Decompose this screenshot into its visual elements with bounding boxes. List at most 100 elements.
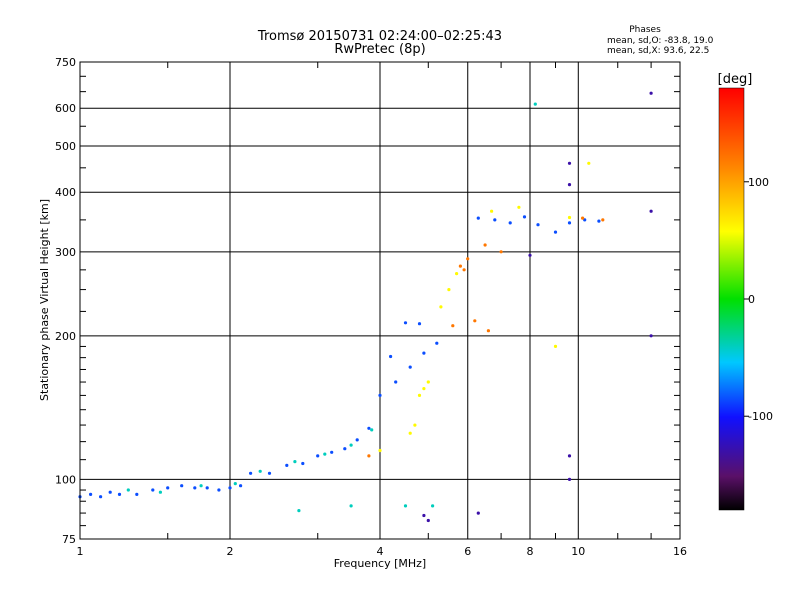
data-point (508, 221, 512, 225)
data-point (355, 438, 359, 442)
data-point (239, 484, 243, 488)
data-point (567, 161, 572, 165)
data-point (473, 319, 477, 323)
data-point (408, 431, 412, 435)
x-axis-label: Frequency [MHz] (334, 557, 426, 570)
data-point (217, 488, 221, 492)
data-point (389, 354, 393, 359)
data-point (522, 215, 527, 219)
colorbar (718, 87, 745, 511)
stats-line-o: mean, sd,O: -83.8, 19.0 (607, 36, 714, 46)
data-point (293, 460, 297, 464)
data-point (99, 495, 103, 499)
data-point (117, 492, 122, 496)
data-point (408, 365, 412, 369)
x-tick-label: 16 (673, 545, 687, 558)
data-point (476, 216, 480, 220)
colorbar-tick-label: 0 (748, 293, 755, 306)
y-tick-label: 500 (55, 140, 76, 153)
data-point (249, 471, 253, 475)
data-point (323, 452, 327, 456)
chart-subtitle: RwPretec (8p) (334, 42, 425, 57)
x-axis-ticks: 1 2 4 6 8 10 16 (77, 62, 687, 558)
data-point (285, 463, 289, 467)
data-point (297, 509, 301, 513)
data-point (649, 209, 653, 213)
data-point (267, 471, 272, 475)
colorbar-tick-label: -100 (748, 410, 773, 423)
data-point (166, 486, 170, 490)
data-point (649, 91, 653, 95)
data-point (597, 219, 601, 223)
colorbar-ticks: 100 0 -100 (744, 176, 773, 423)
data-point (394, 380, 398, 384)
data-point (151, 488, 155, 492)
data-point (349, 504, 353, 508)
data-point (536, 223, 540, 227)
y-axis-label: Stationary phase Virtual Height [km] (38, 199, 51, 401)
data-point (205, 486, 209, 490)
data-point (422, 387, 426, 391)
data-point (193, 486, 197, 490)
data-point (476, 511, 480, 515)
data-point (493, 218, 497, 222)
data-point (587, 161, 591, 165)
data-point (158, 490, 162, 494)
data-point (517, 205, 521, 209)
data-points (78, 91, 653, 523)
y-tick-label: 600 (55, 102, 76, 115)
data-point (403, 321, 408, 325)
chart-title: Tromsø 20150731 02:24:00–02:25:43 (257, 29, 502, 44)
y-tick-label: 100 (55, 473, 76, 486)
grid-lines (79, 62, 681, 539)
data-point (601, 218, 605, 222)
data-point (583, 218, 587, 222)
data-point (108, 490, 112, 494)
data-point (422, 351, 426, 355)
data-point (426, 380, 430, 384)
data-point (435, 341, 439, 345)
data-point (89, 492, 93, 496)
y-tick-label: 75 (62, 533, 76, 546)
data-point (403, 504, 408, 508)
data-point (228, 486, 232, 490)
x-tick-label: 6 (464, 545, 471, 558)
data-point (422, 513, 426, 518)
plot-frame (79, 61, 681, 540)
data-point (330, 450, 334, 454)
data-point (499, 250, 503, 254)
data-point (233, 482, 237, 486)
data-point (447, 288, 451, 292)
data-point (426, 518, 430, 523)
data-point (316, 454, 320, 458)
data-point (528, 253, 532, 257)
data-point (567, 454, 572, 458)
data-point (180, 484, 184, 488)
data-point (486, 329, 490, 333)
data-point (649, 334, 653, 338)
data-point (413, 423, 417, 427)
y-tick-label: 200 (55, 330, 76, 343)
data-point (462, 268, 466, 272)
data-point (301, 461, 305, 466)
data-point (417, 393, 422, 397)
data-point (126, 488, 130, 492)
data-point (567, 221, 572, 225)
y-tick-label: 750 (55, 56, 76, 69)
data-point (553, 230, 558, 234)
data-point (135, 492, 139, 496)
data-point (258, 469, 262, 473)
data-point (451, 324, 455, 328)
y-tick-label: 400 (55, 186, 76, 199)
data-point (458, 264, 462, 268)
data-point (567, 215, 572, 220)
data-point (533, 102, 537, 106)
data-point (378, 448, 382, 453)
data-point (483, 243, 487, 247)
y-axis-ticks: 75 100 200 300 400 500 600 750 (55, 56, 680, 546)
x-tick-label: 1 (77, 545, 84, 558)
data-point (431, 504, 435, 508)
colorbar-tick-label: 100 (748, 176, 769, 189)
data-point (581, 216, 585, 220)
